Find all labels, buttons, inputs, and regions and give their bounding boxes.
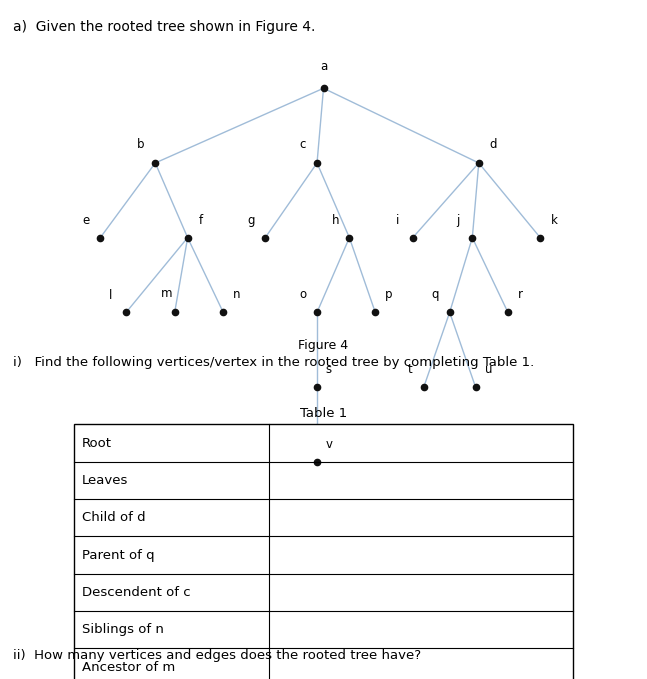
Bar [74,424,573,679]
Text: v: v [325,438,332,451]
Text: Child of d: Child of d [82,511,146,524]
Text: m: m [161,287,173,300]
Text: l: l [109,289,113,302]
Text: s: s [325,363,332,376]
Text: r: r [518,289,523,301]
Text: c: c [300,138,306,151]
Text: a)  Given the rooted tree shown in Figure 4.: a) Given the rooted tree shown in Figure… [13,20,315,35]
Text: f: f [199,214,203,227]
Text: Parent of q: Parent of q [82,549,155,562]
Text: Siblings of n: Siblings of n [82,623,164,636]
Text: Leaves: Leaves [82,474,129,487]
Text: u: u [485,363,492,376]
Text: p: p [384,289,392,301]
Text: a: a [320,60,327,73]
Text: n: n [232,289,240,301]
Text: i: i [395,214,399,227]
Text: k: k [551,214,558,227]
Text: g: g [247,214,255,227]
Text: b: b [137,138,145,151]
Text: Figure 4: Figure 4 [298,340,349,352]
Text: e: e [82,214,90,227]
Text: j: j [456,214,460,227]
Text: Root: Root [82,437,112,449]
Text: Descendent of c: Descendent of c [82,586,191,599]
Text: i)   Find the following vertices/vertex in the rooted tree by completing Table 1: i) Find the following vertices/vertex in… [13,356,534,369]
Text: ii)  How many vertices and edges does the rooted tree have?: ii) How many vertices and edges does the… [13,649,421,662]
Text: o: o [299,289,307,301]
Text: q: q [432,289,439,301]
Text: Ancestor of m: Ancestor of m [82,661,175,674]
Text: h: h [331,214,339,227]
Text: Table 1: Table 1 [300,407,347,420]
Text: d: d [489,138,497,151]
Text: t: t [407,363,412,376]
